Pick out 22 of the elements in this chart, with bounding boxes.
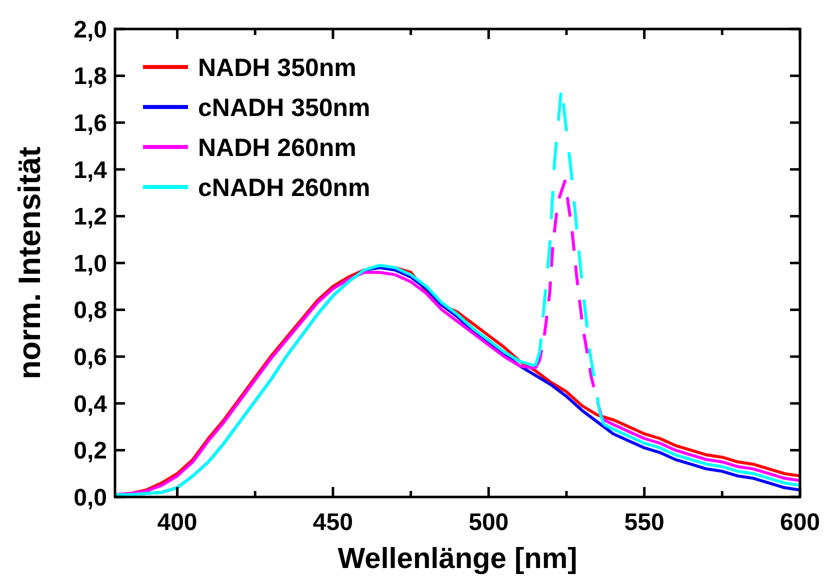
y-tick-label: 1,0 xyxy=(74,250,107,278)
legend-label: NADH 260nm xyxy=(198,134,356,162)
y-tick-label: 1,8 xyxy=(74,63,107,90)
y-tick-label: 1,4 xyxy=(74,156,108,184)
y-tick-label: 0,6 xyxy=(74,344,107,371)
y-tick-label: 1,6 xyxy=(74,110,107,137)
x-tick-label: 400 xyxy=(157,509,198,536)
y-tick-label: 0,0 xyxy=(74,484,107,512)
y-tick-label: 1,2 xyxy=(74,204,107,231)
legend-label: NADH 350nm xyxy=(198,54,356,82)
x-tick-label: 600 xyxy=(780,509,820,536)
y-tick-label: 2,0 xyxy=(74,16,107,44)
x-tick-label: 500 xyxy=(468,509,509,536)
y-tick-label: 0,2 xyxy=(74,438,107,465)
y-tick-label: 0,8 xyxy=(74,297,107,324)
legend-label: cNADH 350nm xyxy=(198,94,370,122)
x-tick-label: 550 xyxy=(624,509,664,536)
x-tick-label: 450 xyxy=(312,509,353,536)
x-axis-title: Wellenlänge [nm] xyxy=(338,543,578,575)
legend-label: cNADH 260nm xyxy=(198,174,370,202)
y-tick-label: 0,4 xyxy=(74,390,108,418)
y-axis-title: norm. Intensität xyxy=(12,146,47,380)
